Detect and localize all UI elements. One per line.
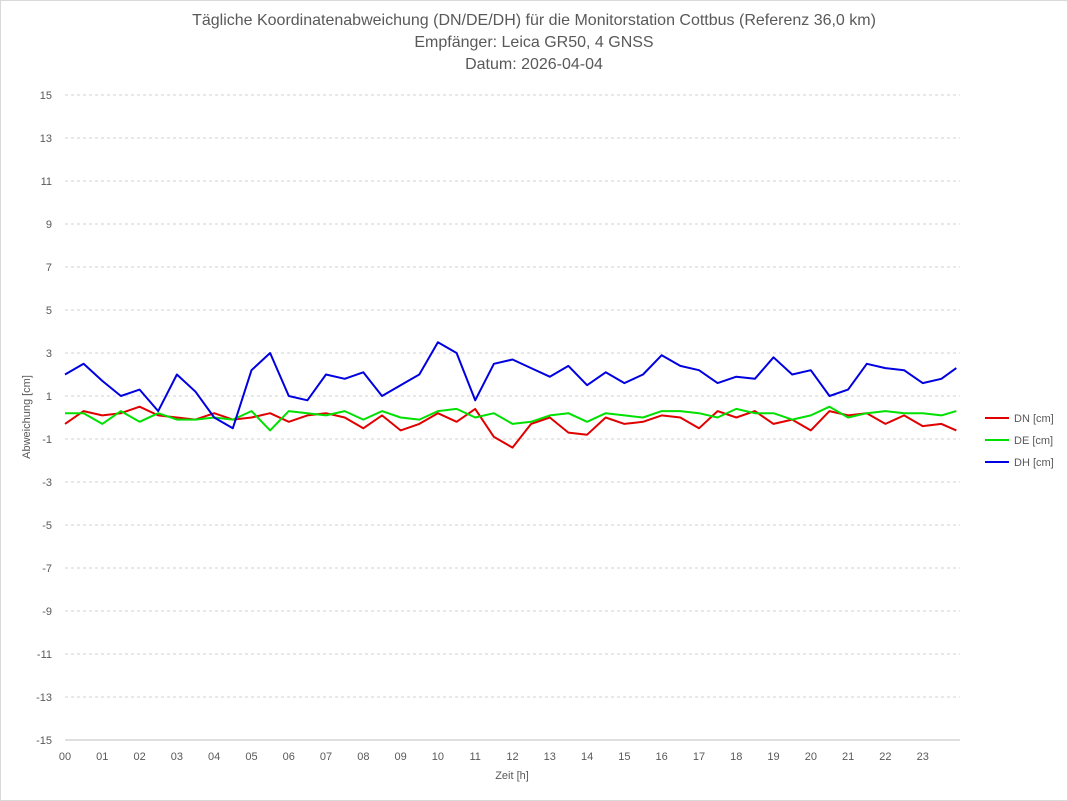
legend-label: DE [cm] — [1014, 435, 1053, 447]
x-tick-label: 08 — [357, 751, 369, 763]
x-tick-label: 10 — [432, 751, 444, 763]
legend-label: DN [cm] — [1014, 413, 1054, 425]
x-tick-label: 14 — [581, 751, 593, 763]
x-tick-label: 06 — [283, 751, 295, 763]
x-tick-label: 00 — [59, 751, 71, 763]
x-tick-label: 18 — [730, 751, 742, 763]
x-tick-label: 05 — [245, 751, 257, 763]
y-tick-label: 9 — [46, 219, 52, 231]
legend-label: DH [cm] — [1014, 457, 1054, 469]
y-tick-label: 3 — [46, 348, 52, 360]
x-tick-label: 13 — [544, 751, 556, 763]
x-tick-label: 16 — [656, 751, 668, 763]
x-tick-label: 01 — [96, 751, 108, 763]
series-line-dh — [64, 341, 957, 430]
y-tick-label: 11 — [41, 176, 52, 188]
x-tick-label: 22 — [879, 751, 891, 763]
x-tick-label: 04 — [208, 751, 220, 763]
chart-title: Tägliche Koordinatenabweichung (DN/DE/DH… — [192, 12, 876, 29]
y-tick-label: -5 — [42, 520, 52, 532]
y-tick-label: 5 — [46, 305, 52, 317]
x-tick-label: 03 — [171, 751, 183, 763]
y-tick-label: 7 — [46, 262, 52, 274]
y-tick-label: -13 — [36, 692, 52, 704]
y-tick-labels: 15 13 11 9 7 5 3 1 -1 -3 -5 -7 -9 -11 -13 -15 — [36, 90, 52, 747]
x-tick-label: 12 — [506, 751, 518, 763]
legend: DN [cm] DE [cm] DH [cm] — [985, 413, 1054, 469]
x-tick-labels: 00 01 02 03 04 05 06 07 08 09 10 11 12 13 14 15 16 17 18 19… — [59, 751, 929, 763]
x-axis-label: Zeit [h] — [495, 770, 529, 782]
chart-title-block: Tägliche Koordinatenabweichung (DN/DE/DH… — [0, 10, 1068, 76]
y-tick-label: -15 — [36, 735, 52, 747]
y-tick-label: -9 — [42, 606, 52, 618]
y-tick-label: -11 — [37, 649, 52, 661]
x-tick-label: 20 — [805, 751, 817, 763]
y-tick-label: -1 — [42, 434, 52, 446]
x-tick-label: 07 — [320, 751, 332, 763]
x-tick-label: 02 — [133, 751, 145, 763]
y-axis-label: Abweichung [cm] — [21, 375, 33, 459]
y-tick-label: 15 — [40, 90, 52, 102]
y-tick-label: -3 — [42, 477, 52, 489]
chart-date: Datum: 2026-04-04 — [465, 56, 603, 73]
series-lines — [64, 341, 957, 449]
x-tick-label: 23 — [917, 751, 929, 763]
x-tick-label: 21 — [842, 751, 854, 763]
x-tick-label: 19 — [767, 751, 779, 763]
x-tick-label: 15 — [618, 751, 630, 763]
series-line-dn — [64, 405, 957, 449]
x-tick-label: 11 — [469, 751, 480, 763]
y-tick-label: 1 — [46, 391, 52, 403]
x-tick-label: 17 — [693, 751, 705, 763]
y-tick-label: -7 — [42, 563, 52, 575]
x-tick-label: 09 — [395, 751, 407, 763]
chart-subtitle: Empfänger: Leica GR50, 4 GNSS — [414, 34, 654, 51]
y-tick-label: 13 — [40, 133, 52, 145]
